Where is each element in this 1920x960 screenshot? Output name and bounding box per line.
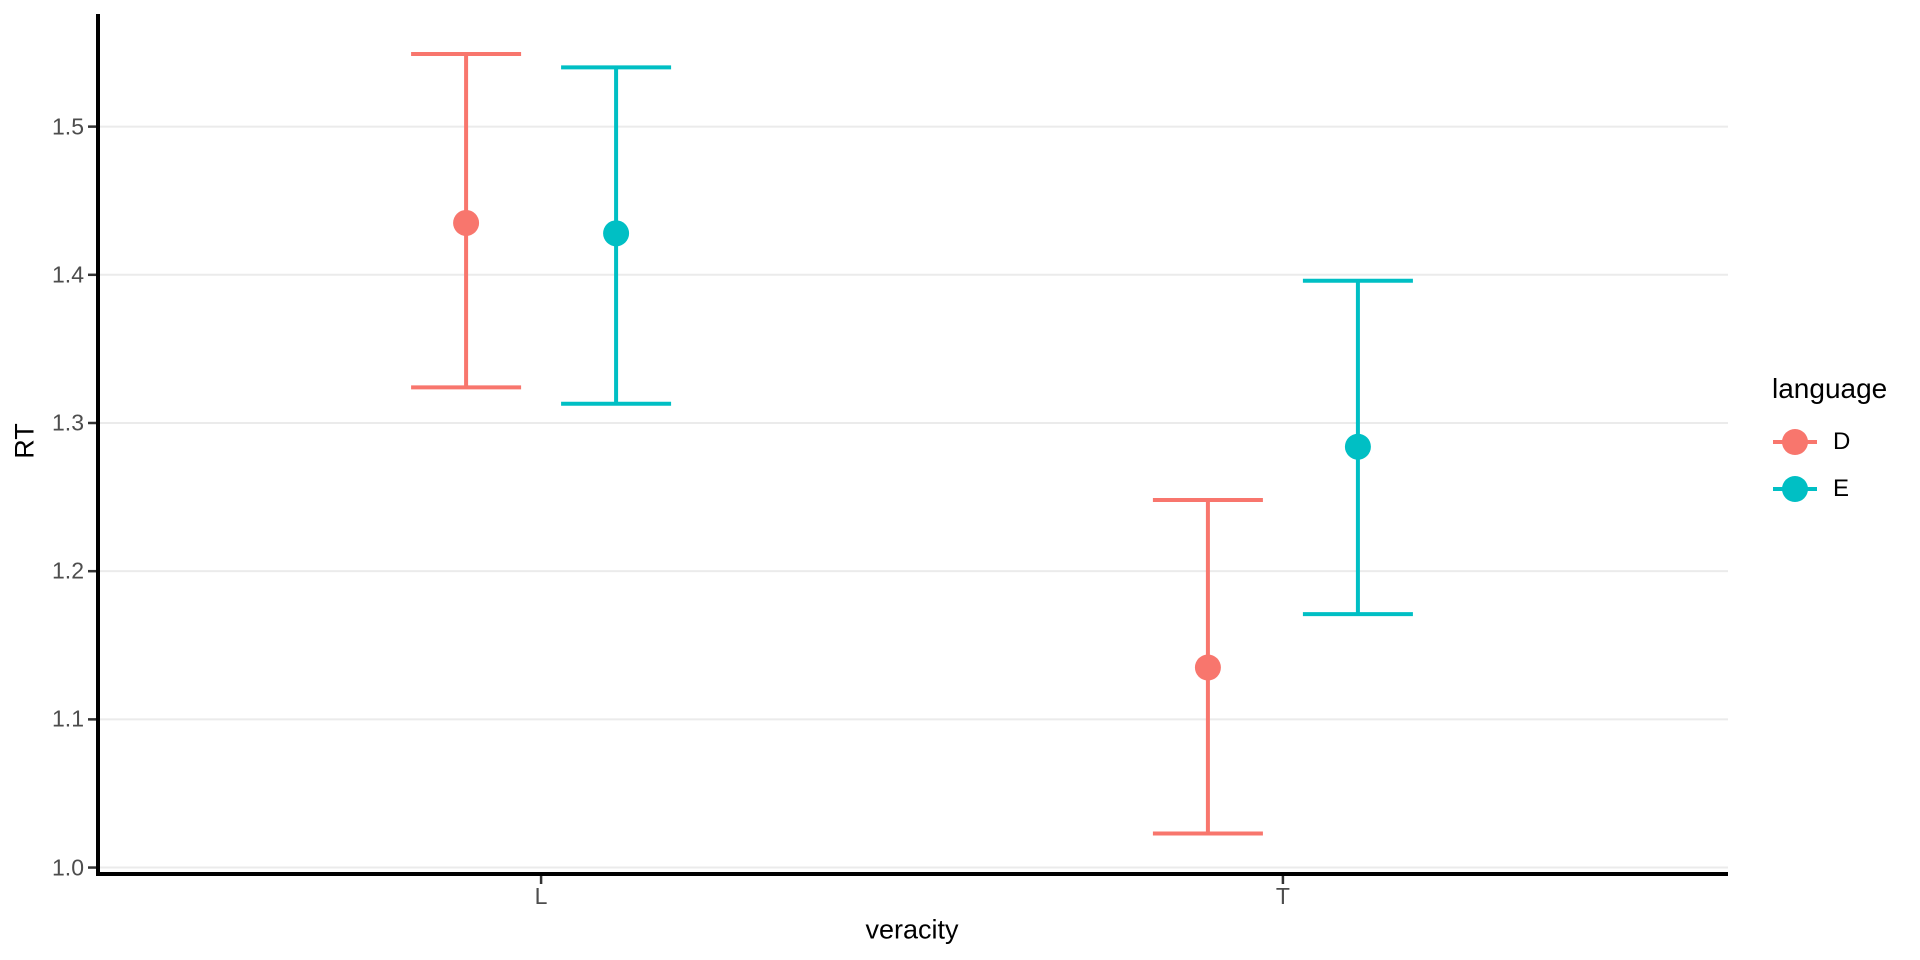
y-axis-title: RT <box>9 423 40 459</box>
legend-label: E <box>1833 475 1850 503</box>
x-tick-label: L <box>534 883 548 909</box>
y-tick-label: 1.1 <box>52 705 84 732</box>
y-tick-label: 1.5 <box>52 113 84 140</box>
legend-item-d: D <box>1772 419 1887 466</box>
glyph-point <box>1782 476 1808 503</box>
y-tick-label: 1.0 <box>52 854 84 881</box>
pointrange-glyph-icon <box>1773 429 1817 456</box>
point-D-L <box>453 209 480 236</box>
x-axis-title: veracity <box>865 914 959 945</box>
pointrange-glyph-icon <box>1773 476 1817 503</box>
y-tick-label: 1.3 <box>52 409 84 436</box>
glyph-point <box>1782 429 1808 456</box>
x-tick-label: T <box>1275 883 1290 909</box>
y-tick-label: 1.4 <box>52 261 84 288</box>
legend-title: language <box>1772 373 1888 404</box>
legend-label: D <box>1833 428 1851 456</box>
point-E-L <box>603 220 630 247</box>
point-E-T <box>1344 433 1371 460</box>
legend: language D E <box>1772 373 1888 513</box>
y-tick-label: 1.2 <box>52 557 84 584</box>
point-D-T <box>1194 654 1221 681</box>
legend-item-e: E <box>1772 466 1887 513</box>
